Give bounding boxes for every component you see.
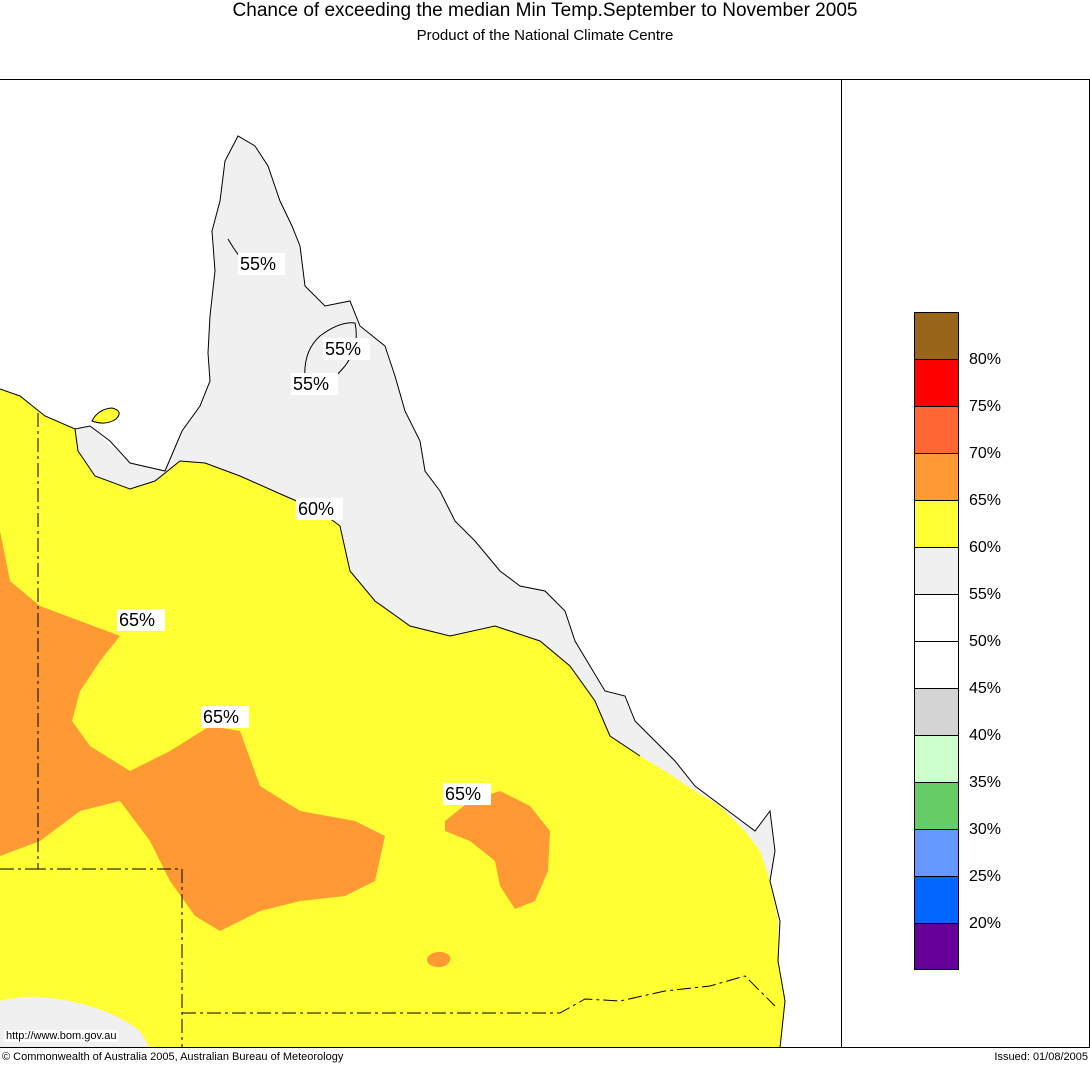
coastline <box>0 135 786 1047</box>
legend-label-60: 60% <box>969 539 1002 556</box>
queensland-map: 55% 55% 55% 60% 65% 65% 65% <box>0 135 786 1047</box>
legend-swatch-75 <box>915 360 958 407</box>
legend-swatch-50 <box>915 595 958 642</box>
orange-region-central <box>445 791 550 909</box>
legend-label-50: 50% <box>969 633 1002 650</box>
legend-swatch-30 <box>915 783 958 830</box>
legend-label-45: 45% <box>969 680 1002 697</box>
contour-label-55-loop-a: 55% <box>325 339 361 359</box>
legend-label-25: 25% <box>969 868 1002 885</box>
legend-label-55: 55% <box>969 586 1002 603</box>
legend-panel <box>842 79 1090 1048</box>
legend-swatch-20 <box>915 877 958 924</box>
legend-label-30: 30% <box>969 821 1002 838</box>
contour-label-55-north: 55% <box>240 254 276 274</box>
contour-label-55-loop-b: 55% <box>293 374 329 394</box>
map-subtitle: Product of the National Climate Centre <box>416 27 674 44</box>
map-title: Chance of exceeding the median Min Temp.… <box>232 0 858 21</box>
copyright-text: © Commonwealth of Australia 2005, Austra… <box>2 1051 344 1063</box>
contour-label-60: 60% <box>298 499 334 519</box>
legend-label-40: 40% <box>969 727 1002 744</box>
legend-swatch-55 <box>915 548 958 595</box>
legend-label-80: 80% <box>969 351 1002 368</box>
legend-label-20: 20% <box>969 915 1002 932</box>
legend-label-65: 65% <box>969 492 1002 509</box>
legend-color-bar <box>914 312 959 970</box>
gulf-island <box>91 407 120 424</box>
legend-label-35: 35% <box>969 774 1002 791</box>
state-border-nsw <box>182 975 776 1014</box>
legend-label-75: 75% <box>969 398 1002 415</box>
legend-swatch-below-20 <box>915 924 958 969</box>
bom-url-link[interactable]: http://www.bom.gov.au <box>4 1030 119 1042</box>
issued-date: Issued: 01/08/2005 <box>994 1051 1088 1063</box>
legend-swatch-45 <box>915 642 958 689</box>
contour-label-65-east: 65% <box>445 784 481 804</box>
contour-label-65-central: 65% <box>203 707 239 727</box>
legend-label-70: 70% <box>969 445 1002 462</box>
legend-swatch-40 <box>915 689 958 736</box>
orange-region-south-spot <box>426 951 451 968</box>
legend-swatch-35 <box>915 736 958 783</box>
legend-swatch-60 <box>915 501 958 548</box>
contour-label-65-west: 65% <box>119 610 155 630</box>
orange-region-west <box>0 531 385 931</box>
legend-swatch-25 <box>915 830 958 877</box>
state-border-nt <box>37 413 183 1047</box>
contour-line-60 <box>74 428 641 757</box>
legend-swatch-80 <box>915 313 958 360</box>
map-panel: 55% 55% 55% 60% 65% 65% 65% <box>0 79 842 1048</box>
legend-swatch-65 <box>915 454 958 501</box>
legend-swatch-70 <box>915 407 958 454</box>
